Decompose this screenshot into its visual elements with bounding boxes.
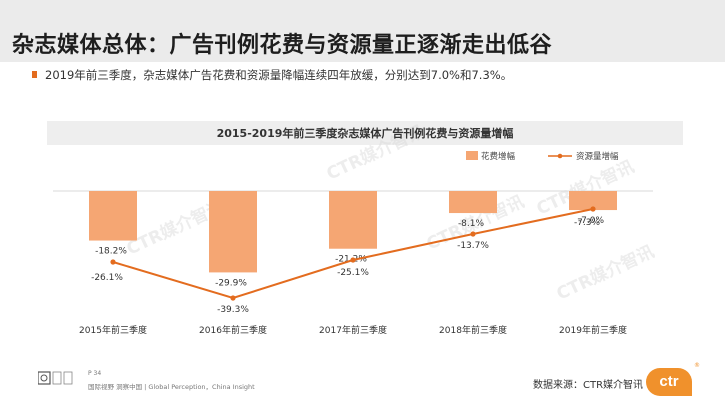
bar-data-label: -7.0%: [578, 216, 605, 226]
x-tick-label: 2018年前三季度: [439, 324, 507, 336]
line-data-label: -7.3%: [574, 218, 601, 228]
legend-marker-line: [557, 153, 563, 159]
page-title: 杂志媒体总体：广告刊例花费与资源量正逐渐走出低谷: [12, 33, 553, 58]
line-point: [230, 295, 236, 301]
data-source: 数据来源：CTR媒介智讯: [533, 380, 644, 391]
page-number: P 34: [88, 370, 102, 377]
registered-mark: ®: [694, 362, 700, 369]
summary-bullet: [32, 71, 37, 78]
line-data-label: -39.3%: [217, 305, 249, 315]
legend-label-bar: 花费增幅: [481, 151, 516, 162]
line-data-label: -13.7%: [457, 241, 489, 251]
bar: [89, 191, 137, 241]
legend-label-line: 资源量增幅: [576, 151, 619, 162]
footer-slogan: 国际视野 洞察中国 | Global Perception，China Insi…: [88, 383, 255, 391]
line-data-label: -26.1%: [91, 273, 123, 283]
x-tick-label: 2015年前三季度: [79, 324, 147, 336]
x-tick-label: 2019年前三季度: [559, 324, 627, 336]
x-tick-label: 2017年前三季度: [319, 324, 387, 336]
bar: [329, 191, 377, 249]
bar-data-label: -8.1%: [458, 219, 485, 229]
line-point: [590, 206, 596, 212]
legend-swatch-bar: [466, 151, 478, 160]
ctr-logo: ctr: [646, 368, 692, 396]
line-data-label: -25.1%: [337, 268, 369, 278]
summary-text: 2019年前三季度，杂志媒体广告花费和资源量降幅连续四年放缓，分别达到7.0%和…: [45, 68, 513, 82]
bar-data-label: -29.9%: [215, 278, 247, 288]
chart-title-bar: [47, 121, 683, 145]
bar-data-label: -18.2%: [95, 247, 127, 257]
bar: [209, 191, 257, 273]
bar: [569, 191, 617, 211]
footer-logo-icon: [37, 370, 80, 388]
line-point: [350, 257, 356, 263]
x-tick-label: 2016年前三季度: [199, 324, 267, 336]
line-point: [470, 231, 476, 237]
chart-title: 2015-2019年前三季度杂志媒体广告刊例花费与资源量增幅: [217, 126, 514, 140]
watermark-text: CTR媒介智讯: [553, 241, 657, 304]
header-band: [0, 0, 725, 62]
bar: [449, 191, 497, 214]
line-point: [110, 259, 116, 265]
